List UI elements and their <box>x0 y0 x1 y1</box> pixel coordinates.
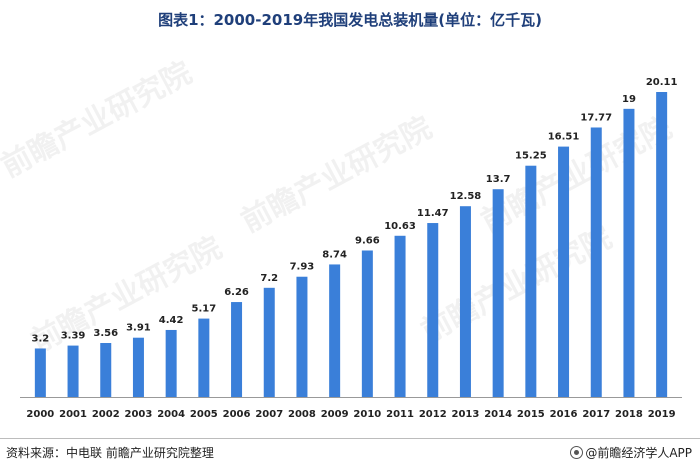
bar-2014 <box>492 189 504 397</box>
bar-2015 <box>525 165 537 397</box>
bar-2001 <box>67 345 79 397</box>
data-label-2011: 10.63 <box>384 221 416 232</box>
data-label-2005: 5.17 <box>192 304 217 315</box>
data-label-2000: 3.2 <box>31 333 49 344</box>
x-tick-label-2009: 2009 <box>321 409 349 420</box>
x-tick-label-2013: 2013 <box>452 409 480 420</box>
data-label-2014: 13.7 <box>486 174 511 185</box>
bar-2008 <box>296 276 308 397</box>
data-label-2008: 7.93 <box>290 262 315 273</box>
x-tick-label-2011: 2011 <box>386 409 414 420</box>
bar-2011 <box>394 235 406 397</box>
bar-2009 <box>329 264 341 397</box>
data-label-2009: 8.74 <box>322 249 347 260</box>
data-label-2013: 12.58 <box>450 191 482 202</box>
x-tick-label-2000: 2000 <box>26 409 54 420</box>
x-tick-label-2016: 2016 <box>550 409 578 420</box>
data-label-2015: 15.25 <box>515 151 547 162</box>
bar-2003 <box>132 337 144 397</box>
x-tick-label-2002: 2002 <box>92 409 120 420</box>
x-tick-label-2012: 2012 <box>419 409 447 420</box>
bar-2006 <box>231 302 243 397</box>
data-label-2001: 3.39 <box>61 331 86 342</box>
bar-2012 <box>427 223 439 397</box>
x-tick-label-2004: 2004 <box>157 409 185 420</box>
x-tick-label-2003: 2003 <box>125 409 153 420</box>
bar-2010 <box>361 250 373 397</box>
bar-2005 <box>198 318 210 397</box>
bar-2017 <box>590 127 602 397</box>
x-tick-label-2010: 2010 <box>353 409 381 420</box>
bar-2007 <box>263 287 275 397</box>
x-tick-label-2019: 2019 <box>648 409 676 420</box>
x-tick-label-2015: 2015 <box>517 409 545 420</box>
bar-2016 <box>558 146 570 397</box>
data-label-2010: 9.66 <box>355 235 380 246</box>
x-tick-label-2014: 2014 <box>484 409 512 420</box>
brand-label: @前瞻经济学人APP <box>570 444 692 461</box>
brand-logo-icon <box>570 446 584 459</box>
x-tick-label-2007: 2007 <box>255 409 283 420</box>
bar-2000 <box>34 348 46 397</box>
bar-2002 <box>100 343 112 397</box>
source-note: 资料来源：中电联 前瞻产业研究院整理 <box>6 446 214 460</box>
bar-2013 <box>459 206 471 397</box>
bar-2004 <box>165 329 177 397</box>
bar-chart: 3.2 2000 3.39 2001 3.56 2002 3.91 2003 4.42 2004 5… <box>20 77 682 420</box>
x-tick-label-2001: 2001 <box>59 409 87 420</box>
bar-2018 <box>623 108 635 398</box>
data-label-2016: 16.51 <box>548 132 580 143</box>
brand-text: @前瞻经济学人APP <box>585 446 692 460</box>
x-tick-label-2005: 2005 <box>190 409 218 420</box>
data-label-2006: 6.26 <box>224 287 249 298</box>
data-label-2002: 3.56 <box>93 328 118 339</box>
data-label-2019: 20.11 <box>646 77 678 88</box>
chart-title: 图表1：2000-2019年我国发电总装机量(单位：亿千瓦) <box>158 11 542 29</box>
x-tick-label-2018: 2018 <box>615 409 643 420</box>
data-label-2012: 11.47 <box>417 208 449 219</box>
data-label-2003: 3.91 <box>126 323 151 334</box>
data-label-2017: 17.77 <box>580 112 612 123</box>
footer-divider <box>0 438 700 439</box>
data-label-2007: 7.2 <box>260 273 278 284</box>
x-tick-label-2008: 2008 <box>288 409 316 420</box>
x-tick-label-2006: 2006 <box>223 409 251 420</box>
x-tick-label-2017: 2017 <box>582 409 610 420</box>
bar-2019 <box>656 92 668 397</box>
data-label-2018: 19 <box>622 94 636 105</box>
data-label-2004: 4.42 <box>159 315 184 326</box>
